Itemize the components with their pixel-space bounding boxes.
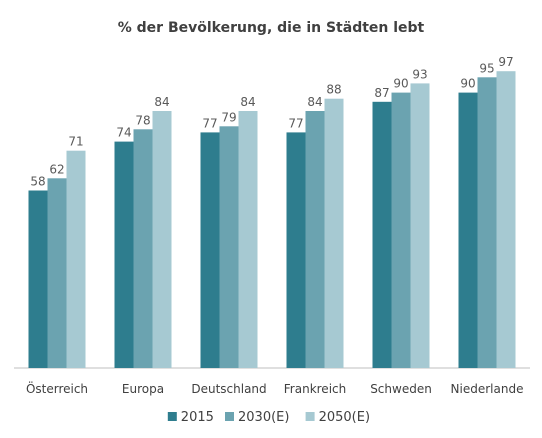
bar-2050(E)-Deutschland: [238, 111, 258, 368]
data-label-2015-Österreich: 58: [30, 175, 45, 189]
data-label-2015-Deutschland: 77: [202, 116, 217, 130]
bar-2030(E)-Europa: [133, 129, 153, 368]
data-label-2030(E)-Österreich: 62: [49, 162, 64, 176]
category-labels-group: Österreich Europa Deutschland Frankreich Sch…: [26, 380, 524, 396]
bar-2050(E)-Europa: [152, 111, 172, 368]
data-label-2015-Schweden: 87: [374, 86, 389, 100]
bar-2050(E)-Niederlande: [496, 71, 516, 368]
data-label-2015-Frankreich: 77: [288, 116, 303, 130]
category-label: Deutschland: [191, 382, 266, 396]
data-label-2015-Europa: 74: [116, 126, 131, 140]
data-label-2030(E)-Frankreich: 84: [307, 95, 322, 109]
bar-2030(E)-Deutschland: [219, 126, 239, 368]
legend-label-2050(E): 2050(E): [319, 410, 370, 425]
bar-2030(E)-Österreich: [47, 178, 67, 368]
bar-2015-Niederlande: [458, 92, 478, 368]
legend-label-2015: 2015: [181, 410, 214, 425]
category-label: Frankreich: [284, 382, 346, 396]
category-label: Schweden: [370, 382, 432, 396]
data-label-2015-Niederlande: 90: [460, 77, 475, 91]
data-label-2030(E)-Niederlande: 95: [479, 61, 494, 75]
bar-2030(E)-Frankreich: [305, 111, 325, 368]
bar-2050(E)-Frankreich: [324, 98, 344, 368]
legend-swatch-2050(E): [305, 412, 315, 421]
bar-2050(E)-Österreich: [66, 150, 86, 368]
legend-swatch-2030(E): [225, 412, 234, 421]
bar-2015-Europa: [114, 141, 134, 368]
data-label-2050(E)-Österreich: 71: [68, 135, 83, 149]
category-label: Österreich: [26, 380, 88, 396]
data-labels-group: 58 62 71 74 78 84 77 79 84 77 84 88 87 90 93 90 95 97: [30, 55, 513, 188]
bar-2015-Österreich: [28, 190, 48, 368]
bar-2030(E)-Schweden: [391, 92, 411, 368]
chart-title: % der Bevölkerung, die in Städten lebt: [118, 20, 425, 36]
bar-2015-Schweden: [372, 101, 392, 369]
data-label-2050(E)-Niederlande: 97: [498, 55, 513, 69]
data-label-2050(E)-Europa: 84: [154, 95, 169, 109]
category-label: Niederlande: [451, 382, 524, 396]
bar-2030(E)-Niederlande: [477, 77, 497, 369]
data-label-2050(E)-Deutschland: 84: [240, 95, 255, 109]
data-label-2050(E)-Frankreich: 88: [326, 83, 341, 97]
data-label-2030(E)-Schweden: 90: [393, 77, 408, 91]
data-label-2030(E)-Europa: 78: [135, 113, 150, 127]
data-label-2030(E)-Deutschland: 79: [221, 110, 236, 124]
data-label-2050(E)-Schweden: 93: [412, 67, 427, 81]
bar-2050(E)-Schweden: [410, 83, 430, 369]
legend-label-2030(E): 2030(E): [238, 410, 289, 425]
bars-group: [28, 71, 516, 369]
category-label: Europa: [122, 382, 164, 396]
bar-2015-Deutschland: [200, 132, 220, 368]
legend: 2015 2030(E) 2050(E): [167, 410, 370, 425]
legend-swatch-2015: [167, 412, 177, 421]
bar-2015-Frankreich: [286, 132, 306, 368]
